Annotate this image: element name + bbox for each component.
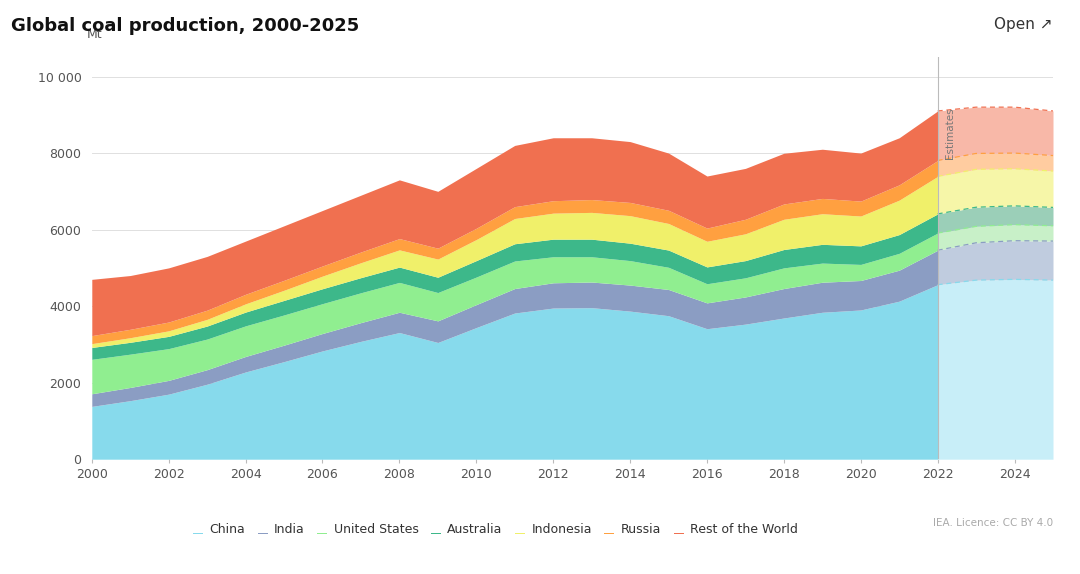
Legend: China, India, United States, Australia, Indonesia, Russia, Rest of the World: China, India, United States, Australia, … xyxy=(188,518,802,541)
Text: Open ↗: Open ↗ xyxy=(995,17,1053,32)
Text: Mt: Mt xyxy=(87,28,103,41)
Text: IEA. Licence: CC BY 4.0: IEA. Licence: CC BY 4.0 xyxy=(933,518,1053,528)
Text: Global coal production, 2000-2025: Global coal production, 2000-2025 xyxy=(11,17,359,35)
Text: Estimates: Estimates xyxy=(945,107,956,159)
